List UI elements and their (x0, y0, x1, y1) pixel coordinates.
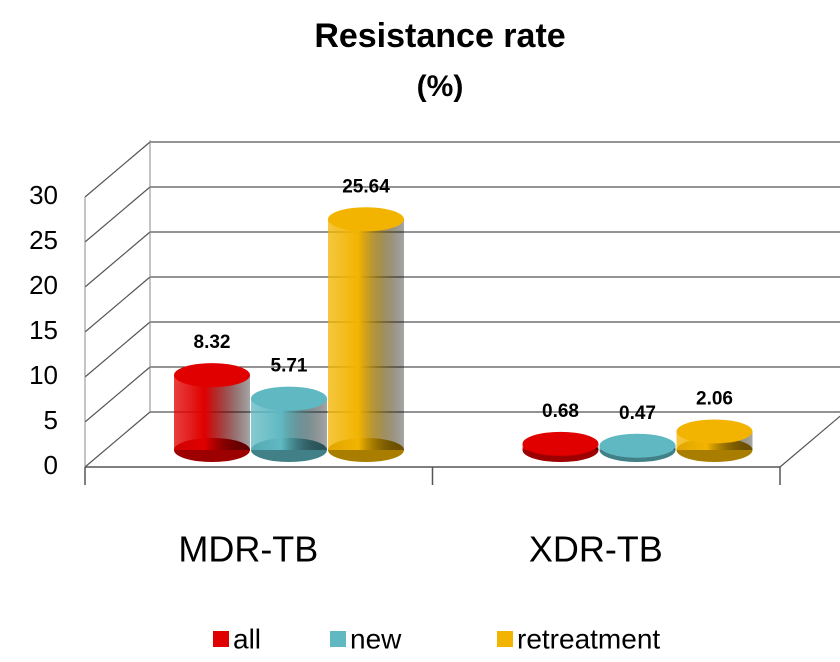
bar (328, 219, 404, 450)
y-tick-label: 15 (29, 315, 58, 345)
grid-line (84, 321, 151, 378)
grid-line (84, 186, 151, 243)
legend-label: all (233, 623, 261, 654)
legend-swatch (213, 631, 229, 647)
bar-top (174, 363, 250, 388)
bar-top (599, 433, 676, 458)
grid-line (84, 141, 151, 198)
data-label: 0.68 (542, 401, 579, 422)
y-tick-label: 5 (44, 405, 58, 435)
data-label: 0.47 (619, 403, 656, 424)
legend-swatch (497, 631, 513, 647)
chart-subtitle: (%) (417, 70, 464, 103)
bar-top (251, 386, 327, 411)
legend-label: new (350, 623, 402, 654)
bar-top (522, 431, 599, 456)
data-label: 2.06 (696, 388, 733, 409)
grid-line (84, 276, 151, 333)
y-tick-label: 20 (29, 270, 58, 300)
y-tick-label: 0 (44, 450, 58, 480)
bar-top (328, 207, 404, 232)
bar-top (676, 419, 753, 444)
data-label: 8.32 (194, 332, 231, 353)
grid-line (84, 231, 151, 288)
legend-label: retreatment (517, 623, 660, 654)
chart-title: Resistance rate (314, 17, 565, 55)
y-tick-label: 10 (29, 360, 58, 390)
grid-line (84, 411, 151, 468)
y-tick-label: 30 (29, 180, 58, 210)
bar (174, 375, 250, 450)
floor-edge (779, 415, 840, 468)
data-label: 25.64 (342, 176, 390, 197)
x-tick-label: XDR-TB (529, 529, 663, 570)
y-tick-label: 25 (29, 225, 58, 255)
x-tick-label: MDR-TB (178, 529, 318, 570)
grid-line (84, 366, 151, 423)
legend-swatch (330, 631, 346, 647)
data-label: 5.71 (271, 356, 308, 377)
